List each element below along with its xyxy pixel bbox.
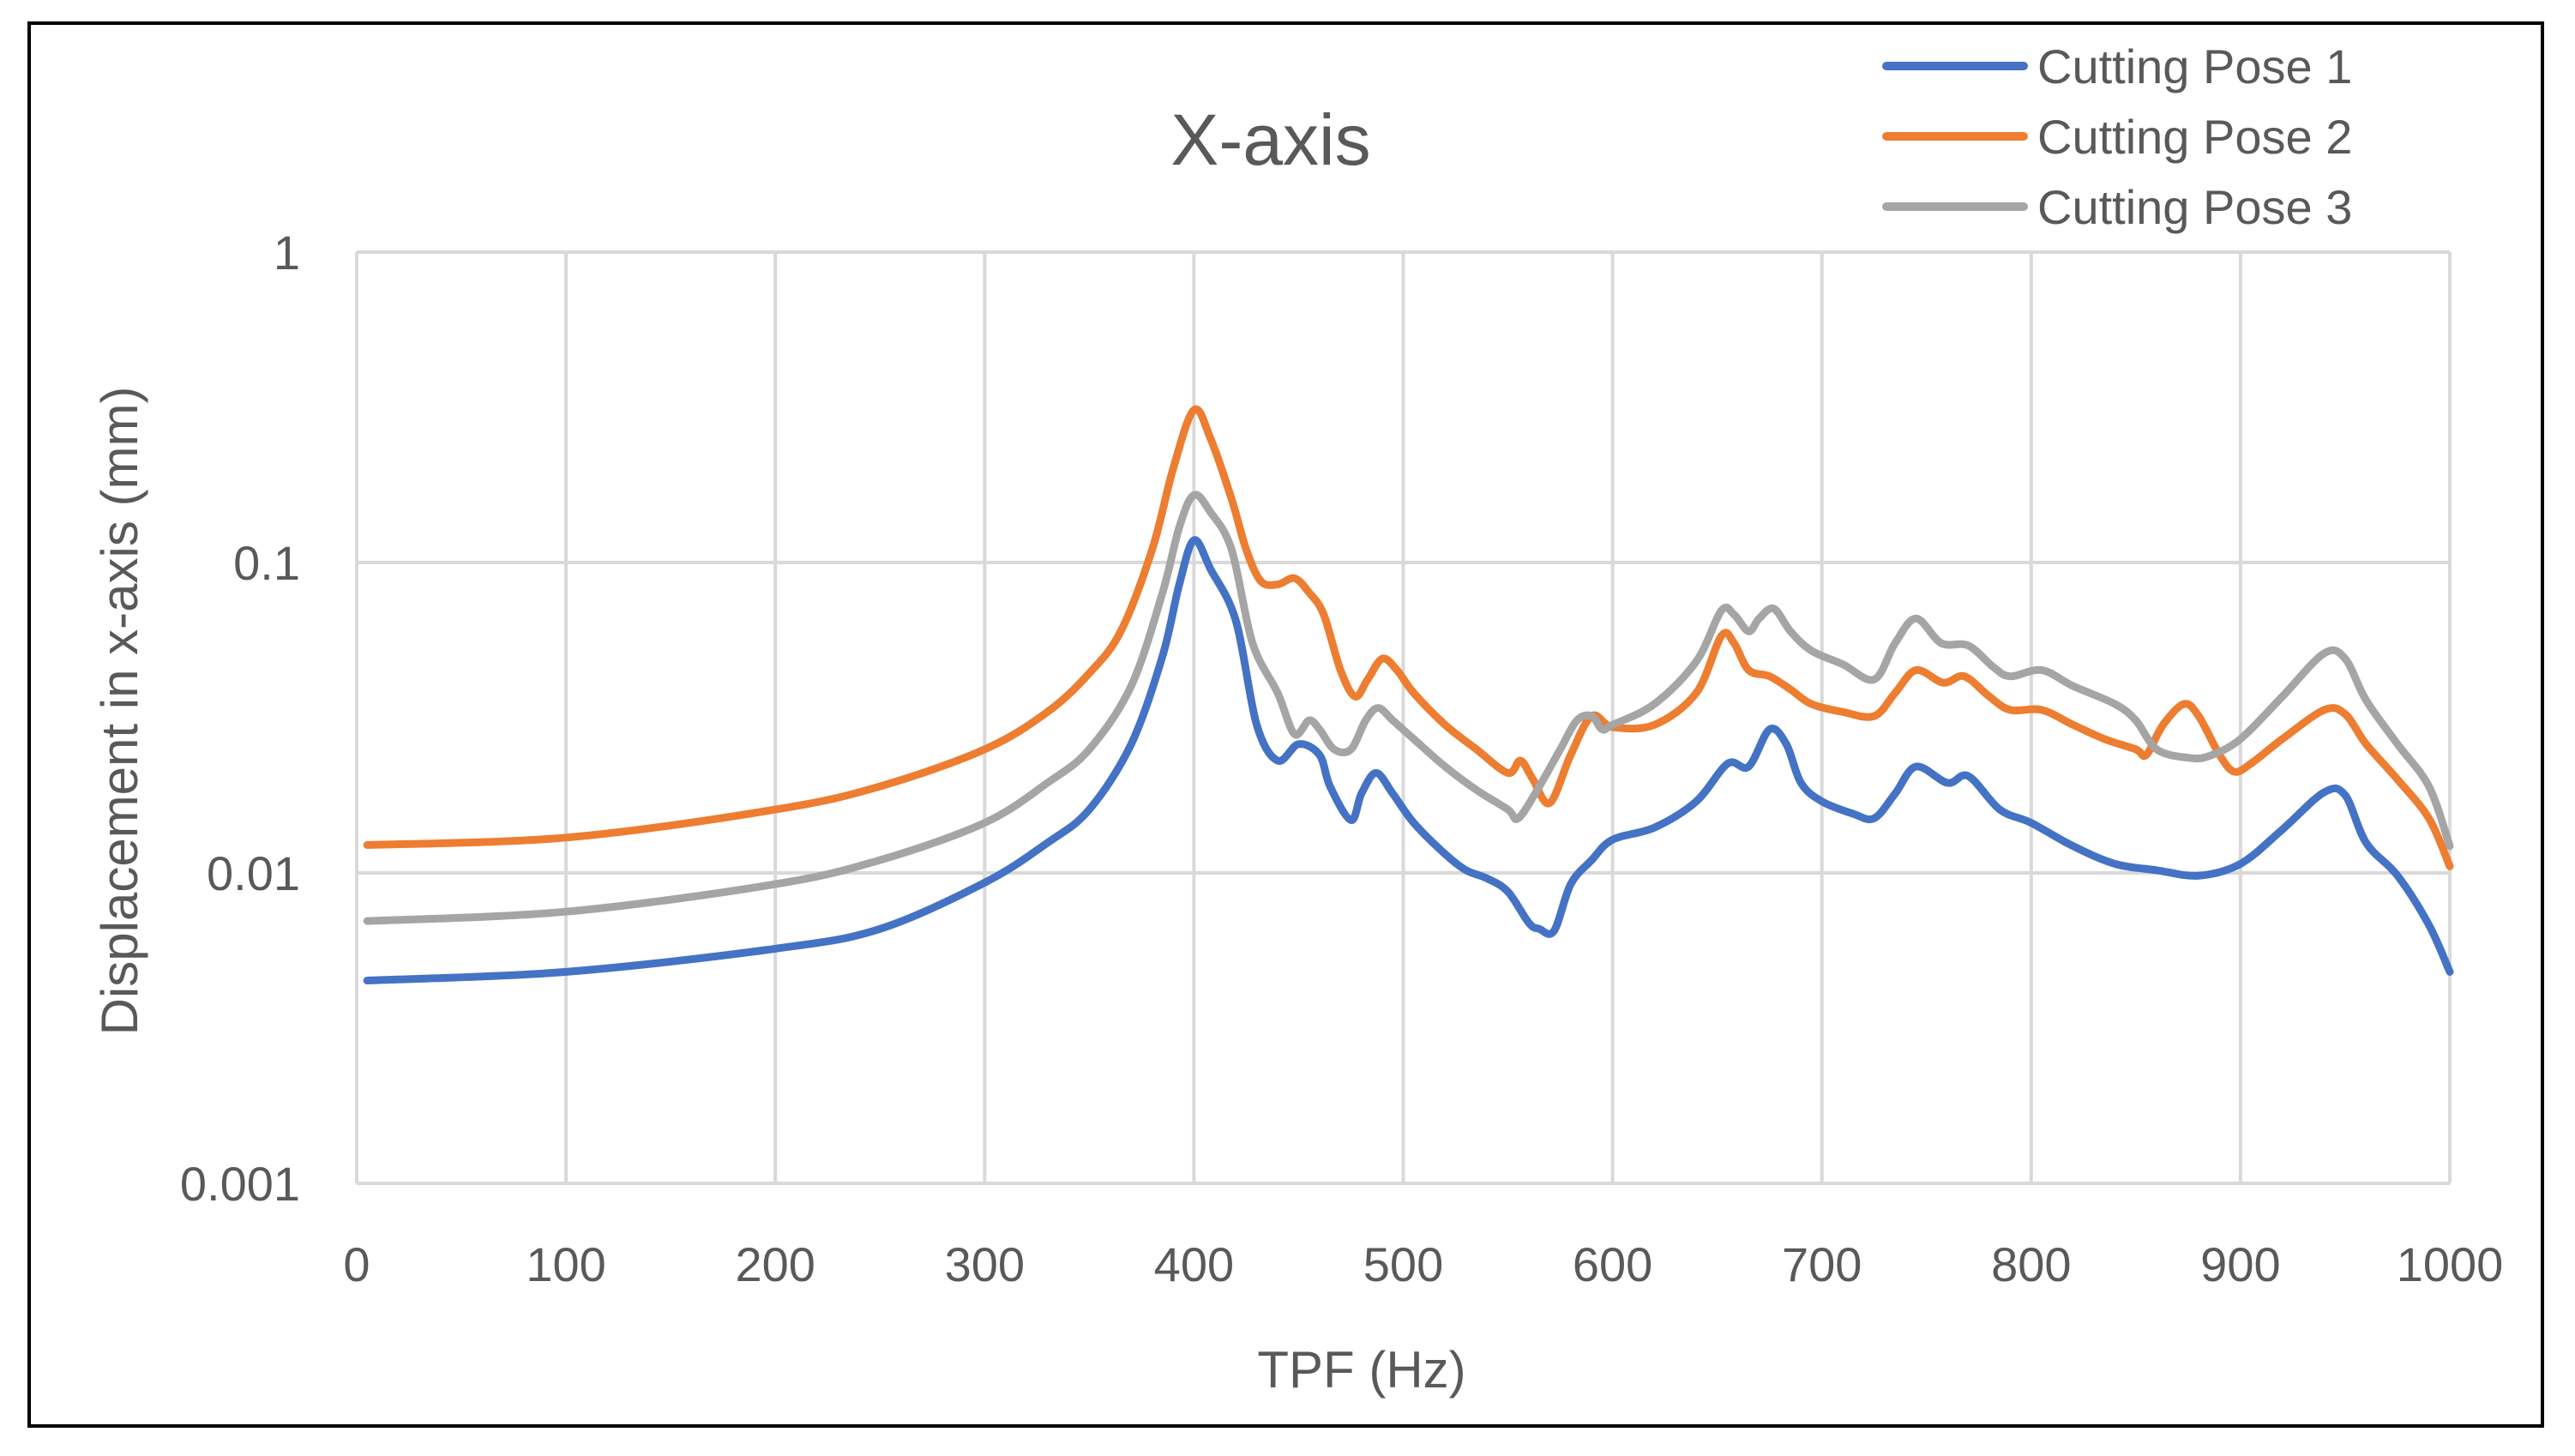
x-tick-label: 800 (1991, 1237, 2071, 1291)
series-line-cutting-pose-3 (363, 490, 2454, 925)
y-tick-label: 0.001 (180, 1157, 300, 1211)
series-line-cutting-pose-1 (363, 536, 2454, 984)
x-tick-label: 600 (1573, 1237, 1652, 1291)
legend-label-cutting-pose-2: Cutting Pose 2 (2037, 110, 2352, 164)
x-tick-label: 900 (2200, 1237, 2280, 1291)
x-tick-label: 0 (343, 1237, 370, 1291)
y-tick-label: 0.1 (233, 536, 300, 590)
x-tick-label: 400 (1154, 1237, 1234, 1291)
x-tick-labels: 0 100 200 300 400 500 600 700 800 900 1000 (343, 1237, 2503, 1291)
legend-label-cutting-pose-3: Cutting Pose 3 (2037, 180, 2352, 234)
y-axis-title: Displacement in x-axis (mm) (91, 387, 148, 1036)
y-tick-label: 1 (274, 226, 300, 280)
gridlines (355, 250, 2452, 1185)
legend-label-cutting-pose-1: Cutting Pose 1 (2037, 39, 2352, 93)
x-tick-label: 200 (735, 1237, 815, 1291)
legend: Cutting Pose 1 Cutting Pose 2 Cutting Pose… (1882, 39, 2352, 234)
y-tick-label: 0.01 (207, 846, 300, 900)
x-tick-label: 500 (1363, 1237, 1443, 1291)
chart-title: X-axis (1170, 99, 1370, 180)
x-tick-label: 100 (526, 1237, 605, 1291)
series-line-cutting-pose-2 (363, 405, 2454, 870)
y-tick-labels: 1 0.1 0.01 0.001 (180, 226, 300, 1211)
series-lines (363, 405, 2454, 984)
x-tick-label: 1000 (2397, 1237, 2504, 1291)
x-tick-label: 300 (945, 1237, 1025, 1291)
x-axis-title: TPF (Hz) (1257, 1341, 1465, 1399)
x-tick-label: 700 (1782, 1237, 1862, 1291)
